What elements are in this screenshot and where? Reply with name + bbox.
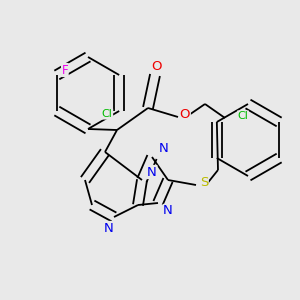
- Text: Cl: Cl: [102, 109, 112, 119]
- Text: O: O: [152, 59, 162, 73]
- Text: N: N: [163, 205, 173, 218]
- Text: F: F: [61, 64, 68, 76]
- Text: N: N: [159, 142, 169, 155]
- Text: N: N: [104, 221, 114, 235]
- Text: Cl: Cl: [238, 111, 248, 121]
- Text: S: S: [200, 176, 208, 188]
- Text: O: O: [180, 109, 190, 122]
- Text: N: N: [147, 166, 157, 178]
